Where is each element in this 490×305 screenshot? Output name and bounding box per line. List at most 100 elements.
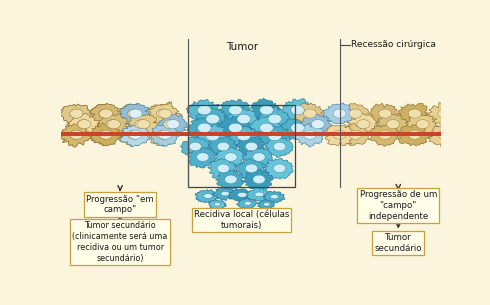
Ellipse shape [260,123,273,133]
Polygon shape [89,103,120,125]
Ellipse shape [127,109,141,118]
Bar [61,132,441,136]
Polygon shape [96,113,126,135]
Polygon shape [128,114,160,135]
Polygon shape [155,114,185,135]
Ellipse shape [311,120,324,129]
Ellipse shape [197,123,211,133]
Polygon shape [242,169,273,190]
Ellipse shape [197,105,211,115]
Ellipse shape [264,203,270,206]
Ellipse shape [206,114,220,124]
Polygon shape [282,117,314,139]
Ellipse shape [99,109,113,118]
Ellipse shape [387,120,399,129]
Polygon shape [196,108,229,131]
Ellipse shape [349,109,362,118]
Ellipse shape [189,142,201,151]
Ellipse shape [260,105,273,115]
Ellipse shape [408,130,421,139]
Text: Recessão cirúrgica: Recessão cirúrgica [351,40,436,49]
Polygon shape [195,124,228,149]
Ellipse shape [379,109,392,118]
Polygon shape [369,103,399,125]
Ellipse shape [273,142,286,151]
Ellipse shape [408,109,421,118]
Ellipse shape [99,130,113,139]
Polygon shape [126,114,157,135]
Ellipse shape [268,131,282,141]
Polygon shape [235,159,265,179]
Ellipse shape [237,131,250,141]
Polygon shape [88,123,122,146]
Polygon shape [148,102,182,125]
Ellipse shape [237,192,247,197]
Polygon shape [187,117,221,140]
Polygon shape [148,124,178,146]
Ellipse shape [99,130,112,139]
Ellipse shape [137,120,150,129]
Ellipse shape [217,142,229,151]
Polygon shape [237,136,266,158]
Ellipse shape [291,105,304,115]
Bar [189,105,295,187]
Polygon shape [218,116,252,141]
Ellipse shape [156,109,170,118]
Polygon shape [60,104,93,125]
Polygon shape [66,113,99,136]
Ellipse shape [203,194,213,198]
Text: Tumor: Tumor [225,42,258,52]
Ellipse shape [438,109,451,118]
Polygon shape [257,125,290,148]
Polygon shape [301,114,332,136]
Ellipse shape [237,114,250,124]
Ellipse shape [255,192,264,197]
Polygon shape [398,124,431,146]
Polygon shape [428,124,459,147]
Polygon shape [61,124,92,147]
Ellipse shape [245,164,258,173]
Text: Progressão "em
campo": Progressão "em campo" [86,195,154,214]
Polygon shape [67,113,100,136]
Polygon shape [150,124,181,146]
Polygon shape [212,187,236,201]
Ellipse shape [303,109,317,118]
Polygon shape [195,189,219,203]
Ellipse shape [70,130,83,139]
Polygon shape [208,159,239,178]
Polygon shape [340,124,370,145]
Ellipse shape [164,120,177,129]
Polygon shape [61,124,92,147]
Polygon shape [323,124,354,146]
Ellipse shape [78,120,91,129]
Text: Tumor
secundário: Tumor secundário [374,233,422,253]
Ellipse shape [349,130,362,139]
Polygon shape [216,147,245,167]
Ellipse shape [107,120,121,129]
Ellipse shape [106,120,119,129]
Ellipse shape [221,192,229,196]
Polygon shape [258,200,274,210]
Ellipse shape [70,109,83,118]
Polygon shape [294,103,325,125]
Polygon shape [90,103,121,125]
Polygon shape [227,126,260,148]
Ellipse shape [357,120,370,129]
Polygon shape [263,191,285,203]
Polygon shape [146,102,180,125]
Text: Recidiva local (células
tumorais): Recidiva local (células tumorais) [194,210,289,230]
Polygon shape [250,98,282,122]
Polygon shape [375,114,409,135]
Ellipse shape [253,153,265,161]
Ellipse shape [245,142,258,151]
Text: Progressão de um
"campo"
independente: Progressão de um "campo" independente [360,190,437,221]
Ellipse shape [333,109,346,118]
Polygon shape [245,188,271,201]
Ellipse shape [70,109,83,118]
Ellipse shape [379,130,392,139]
Polygon shape [242,148,273,168]
Polygon shape [117,103,149,125]
Polygon shape [347,113,379,136]
Ellipse shape [438,130,451,139]
Ellipse shape [303,130,317,139]
